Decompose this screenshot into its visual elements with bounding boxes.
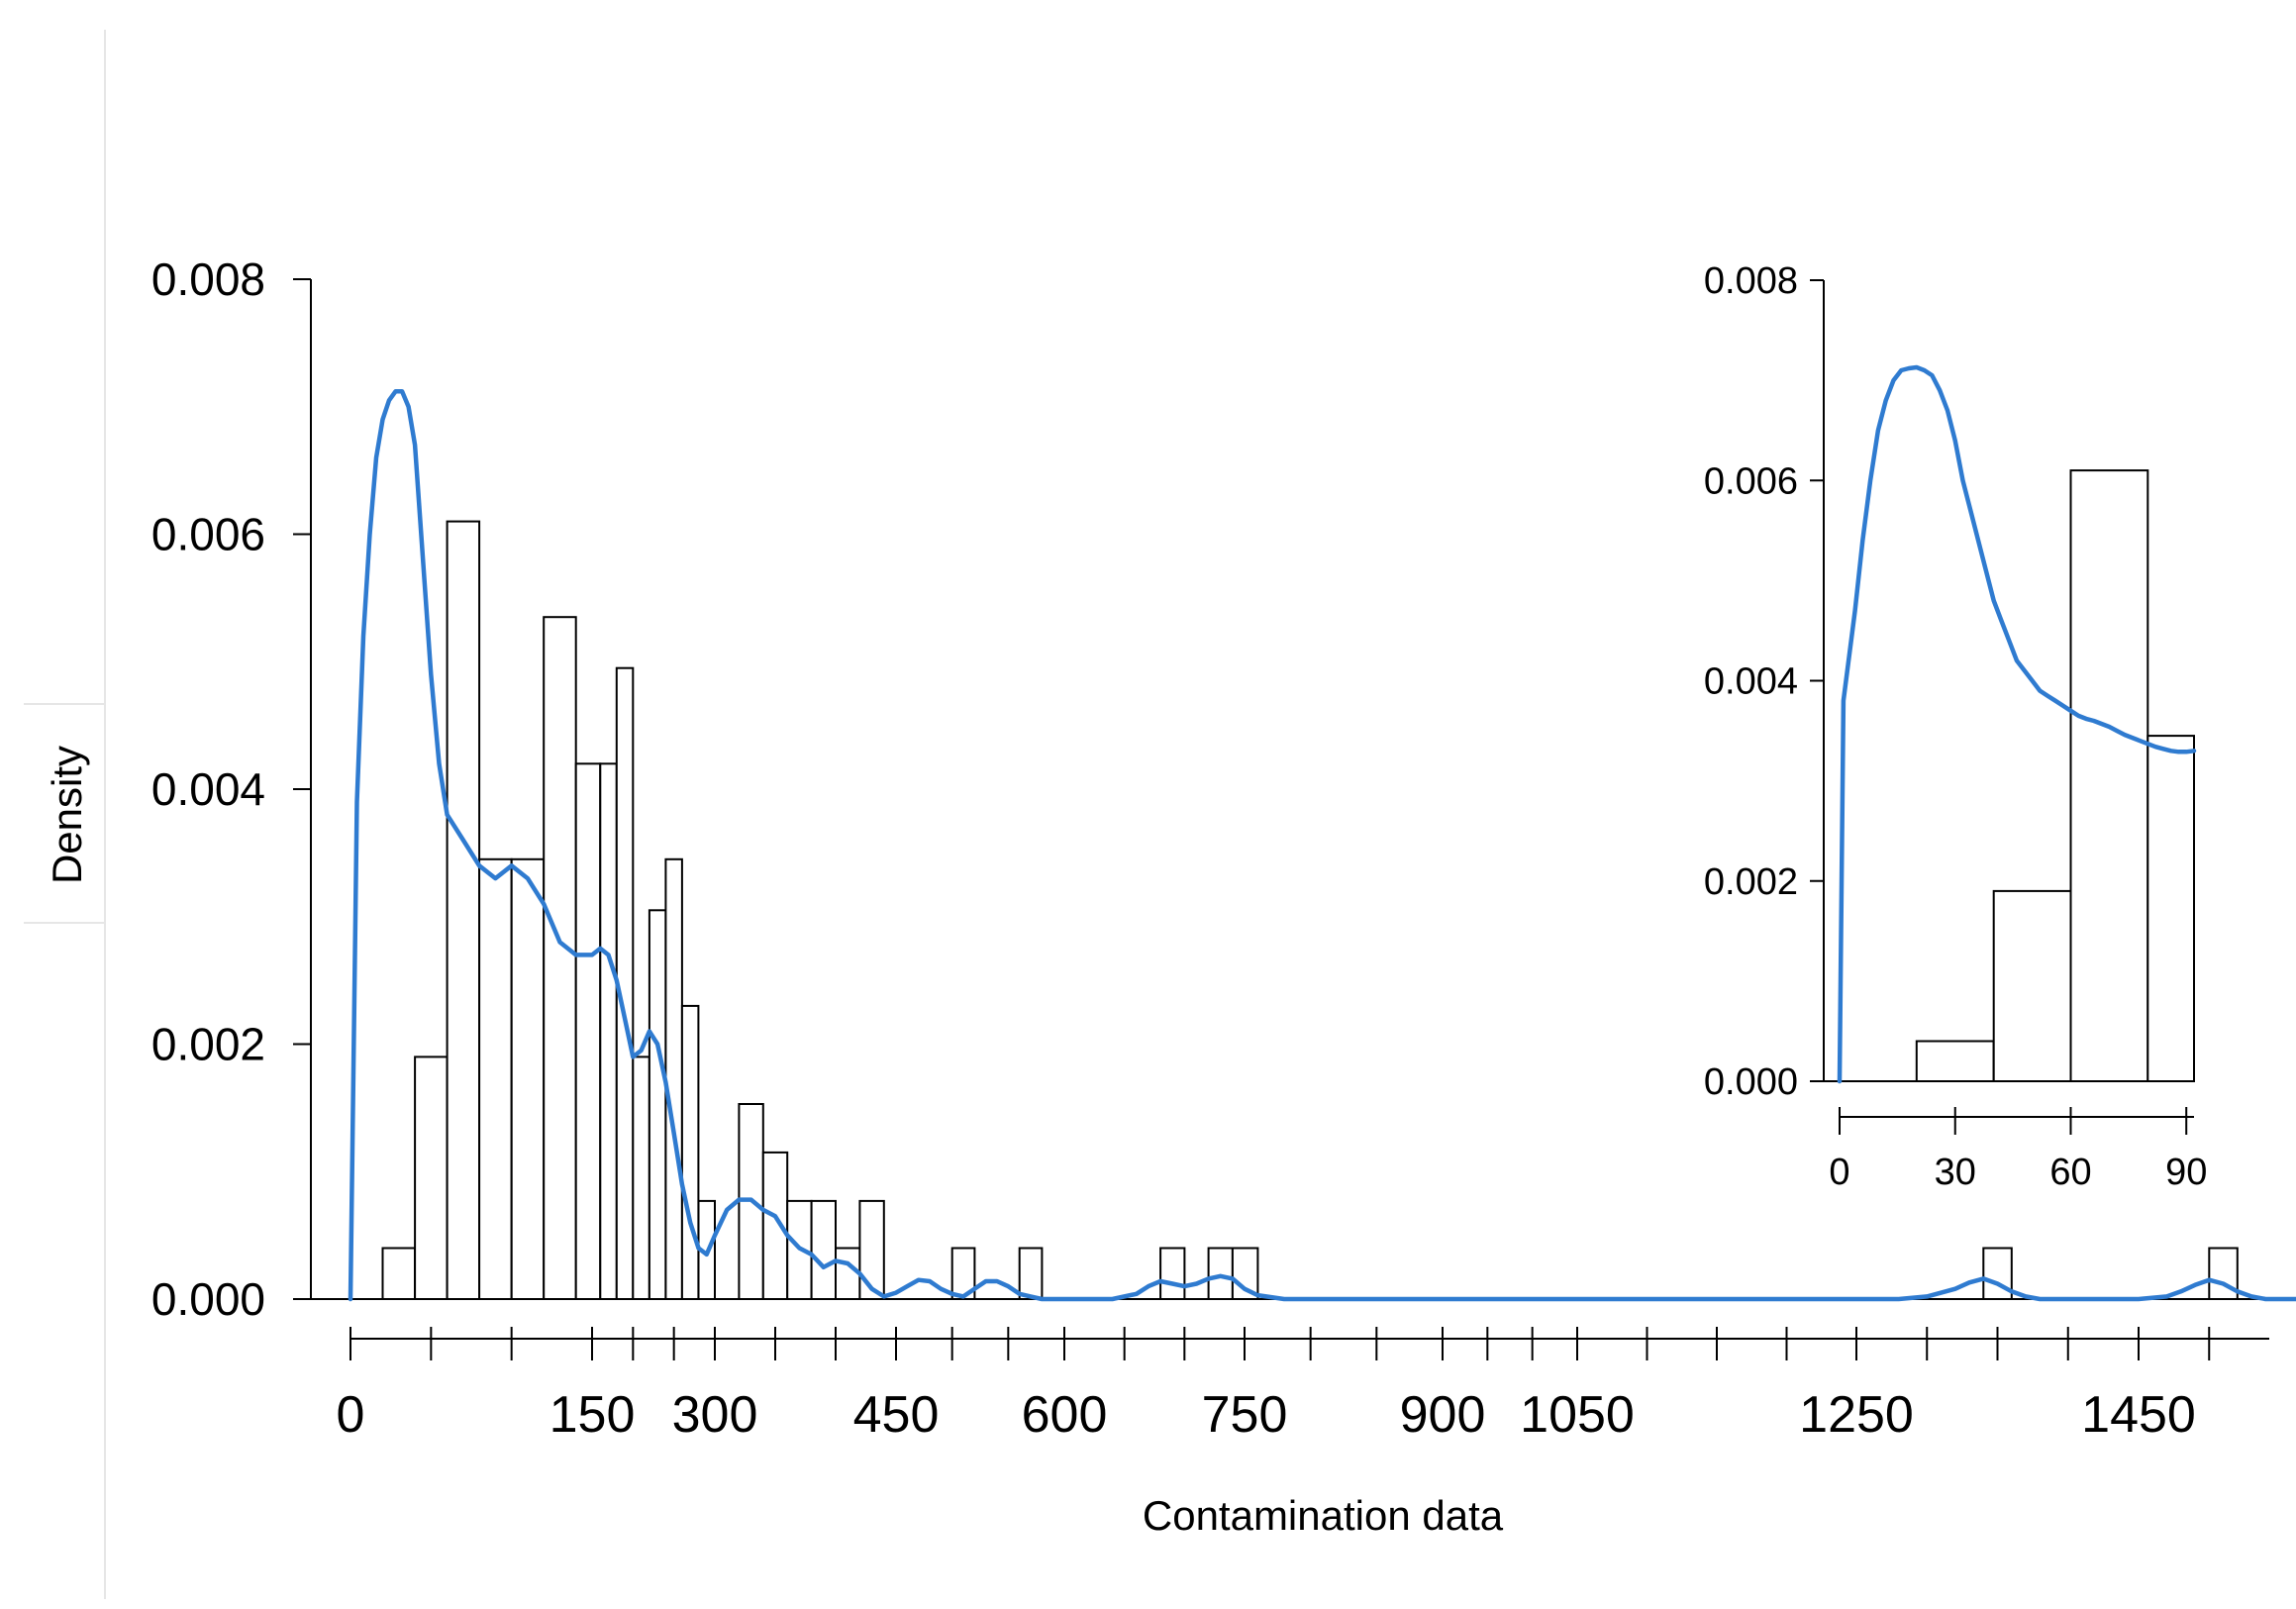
- histogram-bar: [810, 1199, 837, 1301]
- x-tick-label: 1450: [2081, 1386, 2196, 1444]
- inset-histogram-bar: [1992, 889, 2072, 1083]
- inset-y-tick-label: 0.002: [1704, 861, 1798, 903]
- inset-plot: 0.000 0.002 0.004 0.006 0.008 0 30 60 90: [1704, 260, 2207, 1193]
- y-tick-label: 0.008: [151, 253, 265, 305]
- inset-histogram-bar: [2146, 735, 2196, 1082]
- histogram-bar: [543, 616, 577, 1300]
- histogram-bar: [1207, 1247, 1234, 1300]
- inset-y-tick-label: 0.004: [1704, 661, 1798, 703]
- inset-histogram-bar: [2069, 469, 2149, 1083]
- histogram-bar: [664, 857, 683, 1300]
- inset-histogram-bar: [1915, 1040, 1995, 1082]
- histogram-bar: [381, 1247, 416, 1300]
- histogram-bar: [835, 1247, 861, 1300]
- inset-x-tick-label: 60: [2049, 1152, 2091, 1193]
- main-bars: [381, 520, 2239, 1301]
- inset-x-tick-label: 90: [2165, 1152, 2207, 1193]
- inset-x-tick-label: 0: [1829, 1152, 1849, 1193]
- histogram-bar: [1159, 1247, 1186, 1300]
- histogram-bar: [478, 857, 513, 1300]
- histogram-bar: [680, 1004, 700, 1301]
- inset-bars: [1915, 469, 2196, 1083]
- x-tick-label: 1250: [1799, 1386, 1914, 1444]
- histogram-bar: [599, 762, 618, 1300]
- y-tick-label: 0.006: [151, 509, 265, 560]
- x-tick-label: 450: [853, 1386, 940, 1444]
- inset-x-tick-label: 30: [1935, 1152, 1976, 1193]
- y-tick-label: 0.000: [151, 1273, 265, 1325]
- histogram-bar: [1018, 1247, 1044, 1300]
- x-tick-label: 1050: [1520, 1386, 1635, 1444]
- histogram-bar: [414, 1056, 449, 1301]
- histogram-bar: [632, 1056, 650, 1301]
- inset-y-tick-label: 0.006: [1704, 460, 1798, 502]
- x-tick-label: 0: [337, 1386, 365, 1444]
- x-tick-label: 150: [549, 1386, 636, 1444]
- histogram-bar: [510, 857, 546, 1300]
- y-tick-label: 0.004: [151, 763, 265, 815]
- histogram-bar: [648, 909, 667, 1300]
- x-tick-label: 300: [672, 1386, 758, 1444]
- inset-density-curve: [1837, 364, 2197, 1084]
- x-tick-label: 900: [1400, 1386, 1486, 1444]
- x-axis-label: Contamination data: [1143, 1492, 1504, 1539]
- inset-axes: 0.000 0.002 0.004 0.006 0.008 0 30 60 90: [1704, 260, 2207, 1193]
- main-density-curve: [348, 389, 2296, 1302]
- histogram-bar: [858, 1199, 885, 1301]
- x-tick-label: 600: [1022, 1386, 1108, 1444]
- histogram-bar: [574, 762, 602, 1300]
- y-tick-label: 0.002: [151, 1019, 265, 1070]
- y-axis-label: Density: [44, 746, 90, 884]
- histogram-bar: [446, 520, 481, 1300]
- x-tick-label: 750: [1202, 1386, 1288, 1444]
- inset-y-tick-label: 0.008: [1704, 260, 1798, 302]
- inset-y-tick-label: 0.000: [1704, 1061, 1798, 1103]
